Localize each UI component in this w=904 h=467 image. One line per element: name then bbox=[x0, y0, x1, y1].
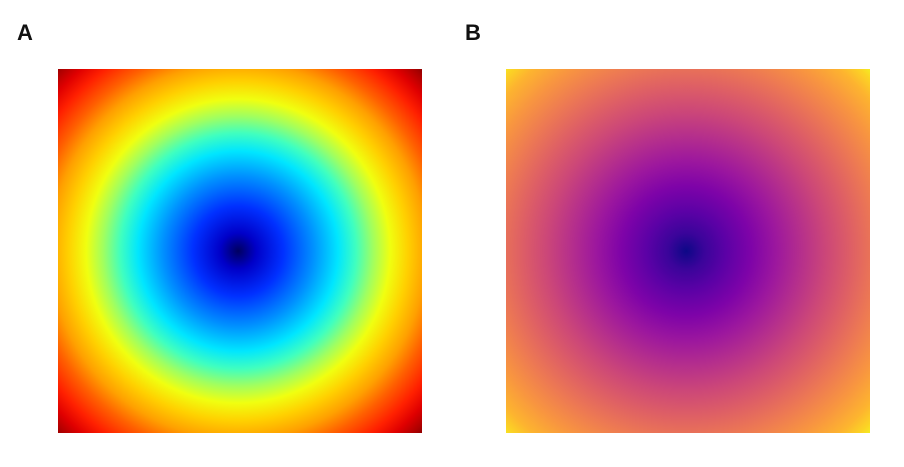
panel-label-b: B bbox=[465, 20, 481, 45]
radial-heatmap-jet bbox=[58, 69, 422, 433]
panel-label-a: A bbox=[17, 20, 33, 45]
radial-heatmap-plasma bbox=[506, 69, 870, 433]
